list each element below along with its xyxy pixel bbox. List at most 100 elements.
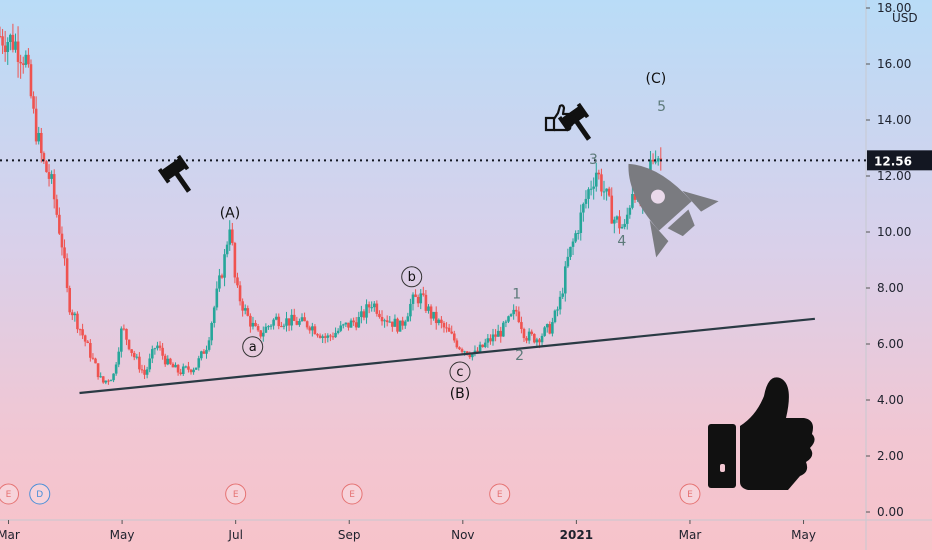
candle-body (238, 285, 242, 302)
candle-body (416, 296, 420, 304)
candle (280, 321, 283, 328)
candle-body (269, 325, 273, 327)
candle-body (447, 327, 451, 332)
candle (55, 194, 59, 218)
candle-body (223, 254, 226, 278)
candle-body (569, 246, 572, 257)
candle-body (171, 363, 175, 368)
candle-body (398, 320, 402, 332)
candle (112, 373, 115, 383)
candle (81, 323, 84, 340)
candle-body (409, 303, 412, 317)
wave-label: a (249, 340, 257, 355)
candle-body (24, 54, 28, 65)
candle (91, 353, 95, 360)
candle-body (625, 214, 629, 224)
candle-body (60, 233, 64, 248)
y-tick-label: 4.00 (877, 393, 904, 407)
candles (0, 23, 663, 385)
candle-body (483, 342, 487, 347)
candle (11, 23, 15, 53)
candle (357, 311, 361, 328)
candle (37, 126, 41, 145)
candle (156, 341, 159, 351)
candle-body (553, 310, 557, 323)
candle (249, 313, 252, 333)
candle-body (225, 244, 229, 255)
x-tick-label: Mar (679, 528, 702, 542)
candle-body (458, 347, 461, 350)
candle (163, 353, 167, 367)
candle-body (326, 335, 330, 338)
x-tick-label: Mar (0, 528, 20, 542)
candle (171, 362, 175, 368)
candle (303, 312, 306, 322)
event-label: E (687, 490, 693, 500)
candle (450, 325, 454, 335)
candle-body (280, 326, 283, 328)
candle-body (571, 241, 575, 247)
candle (514, 306, 518, 317)
candle-body (349, 320, 353, 328)
candle (427, 304, 430, 314)
candle-body (584, 198, 588, 204)
candle-body (9, 34, 12, 43)
candle (610, 187, 614, 224)
candle-body (432, 311, 435, 319)
candle (243, 304, 247, 315)
candle (150, 345, 154, 364)
candle (489, 334, 492, 345)
candle-body (496, 330, 500, 337)
candle (148, 353, 152, 373)
candle (140, 364, 144, 374)
candle-body (476, 350, 479, 352)
y-tick-label: 12.00 (877, 169, 911, 183)
wave-label: b (408, 270, 416, 285)
candle-body (545, 324, 549, 328)
last-price-label: 12.56 (874, 154, 912, 168)
candle-body (233, 242, 237, 278)
candle-body (633, 193, 637, 200)
candle-body (81, 329, 84, 336)
candle (282, 323, 286, 330)
candle-body (460, 349, 464, 352)
wave-circle (242, 336, 264, 358)
y-tick-label: 6.00 (877, 337, 904, 351)
candle-body (0, 36, 2, 37)
candle-body (179, 372, 182, 375)
candle-body (533, 333, 536, 343)
price-axis[interactable]: 0.00 2.00 4.00 6.00 8.00 10.00 12.00 14.00 16.00… (866, 1, 932, 519)
candle (192, 367, 195, 375)
candle (618, 210, 621, 234)
candle (597, 169, 601, 180)
trend-line[interactable] (79, 317, 816, 395)
candle (246, 305, 250, 317)
candle (378, 310, 381, 319)
candle-body (354, 322, 358, 328)
candle (602, 180, 606, 200)
candle (331, 332, 335, 340)
candle (654, 150, 657, 165)
time-axis[interactable]: Mar May Jul Sep Nov 2021 Mar May (0, 520, 816, 542)
candle-body (300, 317, 304, 322)
candle-body (566, 256, 570, 267)
candle (383, 318, 386, 328)
candle (625, 207, 629, 230)
candle-body (561, 293, 565, 297)
candle (391, 321, 394, 332)
candle-body (329, 335, 332, 337)
candle (496, 324, 500, 337)
candle-body (55, 199, 59, 215)
candle-body (504, 321, 508, 323)
candle-body (551, 322, 554, 334)
candle (174, 362, 177, 368)
candle (29, 59, 33, 99)
candle-body (651, 159, 655, 162)
candle-body (274, 316, 278, 320)
candle-body (478, 344, 482, 352)
candle-body (623, 223, 626, 227)
candle-body (220, 275, 224, 278)
candle-body (520, 322, 523, 329)
candle (651, 153, 655, 165)
